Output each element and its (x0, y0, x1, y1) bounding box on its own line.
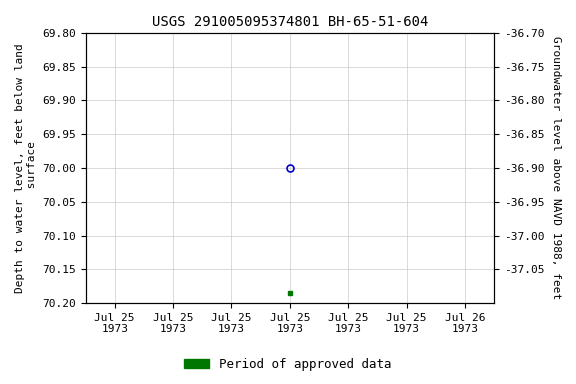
Title: USGS 291005095374801 BH-65-51-604: USGS 291005095374801 BH-65-51-604 (151, 15, 428, 29)
Y-axis label: Groundwater level above NAVD 1988, feet: Groundwater level above NAVD 1988, feet (551, 36, 561, 300)
Legend: Period of approved data: Period of approved data (179, 353, 397, 376)
Y-axis label: Depth to water level, feet below land
 surface: Depth to water level, feet below land su… (15, 43, 37, 293)
